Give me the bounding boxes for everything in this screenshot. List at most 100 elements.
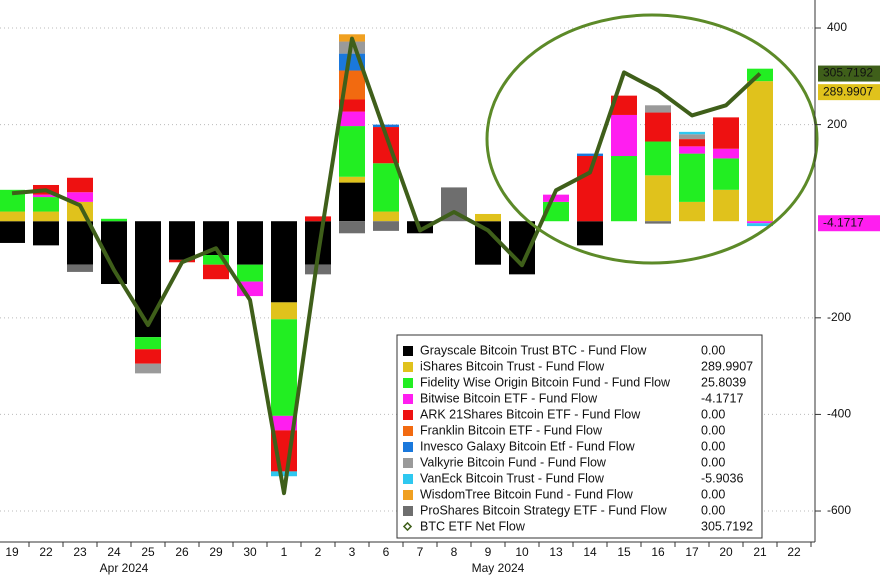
bar-segment (373, 124, 399, 128)
month-label: May 2024 (472, 561, 525, 575)
legend-label: ARK 21Shares Bitcoin ETF - Fund Flow (420, 407, 641, 421)
bar-segment (203, 264, 229, 280)
bar-segment (611, 114, 637, 157)
bar-segment (271, 319, 297, 416)
legend-value: 289.9907 (701, 359, 753, 373)
net-flow-line (11, 36, 762, 496)
bar-segment (373, 163, 399, 212)
axis-value-tag (818, 215, 880, 232)
legend-label: VanEck Bitcoin Trust - Fund Flow (420, 471, 605, 485)
bar-segment (0, 221, 25, 243)
axis-value-tag (818, 65, 880, 82)
bar-segment (679, 146, 705, 154)
bar-segment (0, 189, 25, 212)
bar-segment (169, 221, 195, 260)
axis-value-tag-label: 305.7192 (823, 66, 873, 80)
bar-segment (577, 153, 603, 157)
legend-swatch (403, 410, 413, 420)
bar-segment (679, 134, 705, 140)
x-tick-label: 22 (787, 545, 801, 559)
bar-segment (101, 218, 127, 222)
bar-segment (135, 337, 161, 350)
x-tick-label: 13 (549, 545, 563, 559)
legend-label: Bitwise Bitcoin ETF - Fund Flow (420, 391, 598, 405)
x-tick-label: 3 (349, 545, 356, 559)
bar-segment (679, 201, 705, 222)
bar-segment (33, 221, 59, 246)
bar-segment (339, 111, 365, 127)
bar-segment (271, 302, 297, 320)
bar-segment (543, 194, 569, 202)
bar-segment (305, 216, 331, 222)
x-tick-label: 24 (107, 545, 121, 559)
x-tick-label: 1 (281, 545, 288, 559)
bar-segment (611, 95, 637, 115)
legend-value: 0.00 (701, 455, 725, 469)
bar-segment (373, 211, 399, 222)
bar-segment (305, 264, 331, 275)
x-tick-label: 21 (753, 545, 767, 559)
bar-segment (747, 81, 773, 222)
legend-swatch (403, 362, 413, 372)
legend-value: 0.00 (701, 407, 725, 421)
x-tick-label: 16 (651, 545, 665, 559)
x-tick-label: 10 (515, 545, 529, 559)
bar-segment (577, 156, 603, 222)
legend-label: iShares Bitcoin Trust - Fund Flow (420, 359, 605, 373)
legend-box (396, 334, 763, 539)
bar-segment (645, 105, 671, 113)
x-tick-label: 8 (451, 545, 458, 559)
legend-label: Valkyrie Bitcoin Fund - Fund Flow (420, 455, 607, 469)
bar-segment (33, 211, 59, 222)
bar-segment (679, 153, 705, 202)
legend-swatch (403, 426, 413, 436)
legend-value: 0.00 (701, 423, 725, 437)
legend-label: Franklin Bitcoin ETF - Fund Flow (420, 423, 603, 437)
legend-label: Grayscale Bitcoin Trust BTC - Fund Flow (420, 343, 647, 357)
bar-segment (339, 99, 365, 112)
bar-segment (135, 349, 161, 364)
bar-segment (339, 182, 365, 222)
x-tick-label: 2 (315, 545, 322, 559)
bar-segment (339, 176, 365, 183)
bar-segment (611, 156, 637, 222)
bar-segment (713, 148, 739, 159)
x-tick-label: 19 (5, 545, 19, 559)
x-tick-label: 7 (417, 545, 424, 559)
x-tick-label: 25 (141, 545, 155, 559)
bar-segment (135, 363, 161, 374)
legend-label: ProShares Bitcoin Strategy ETF - Fund Fl… (420, 503, 668, 517)
legend-value: 0.00 (701, 487, 725, 501)
y-tick-label: -200 (827, 310, 851, 324)
x-tick-label: 20 (719, 545, 733, 559)
bar-segment (645, 112, 671, 142)
legend-swatch (403, 474, 413, 484)
x-tick-label: 23 (73, 545, 87, 559)
bar-segment (33, 197, 59, 212)
bar-segment (645, 221, 671, 224)
y-tick-label: 400 (827, 20, 847, 34)
bar-segment (713, 189, 739, 222)
x-tick-label: 14 (583, 545, 597, 559)
legend-label: Fidelity Wise Origin Bitcoin Fund - Fund… (420, 375, 671, 389)
legend-value: -4.1717 (701, 391, 743, 405)
bar-segment (271, 221, 297, 303)
legend-swatch (403, 346, 413, 356)
legend-value: 0.00 (701, 343, 725, 357)
legend-value: 25.8039 (701, 375, 746, 389)
x-tick-label: 15 (617, 545, 631, 559)
bar-segment (67, 177, 93, 193)
bar-segment (373, 221, 399, 231)
bar-segment (237, 221, 263, 265)
y-tick-label: 200 (827, 117, 847, 131)
legend-marker (402, 521, 413, 532)
legend-label: WisdomTree Bitcoin Fund - Fund Flow (420, 487, 634, 501)
x-tick-label: 6 (383, 545, 390, 559)
x-tick-label: 22 (39, 545, 53, 559)
bar-segment (67, 264, 93, 272)
legend-label: BTC ETF Net Flow (420, 519, 526, 533)
x-tick-label: 9 (485, 545, 492, 559)
legend-swatch (403, 442, 413, 452)
bar-segment (67, 192, 93, 202)
